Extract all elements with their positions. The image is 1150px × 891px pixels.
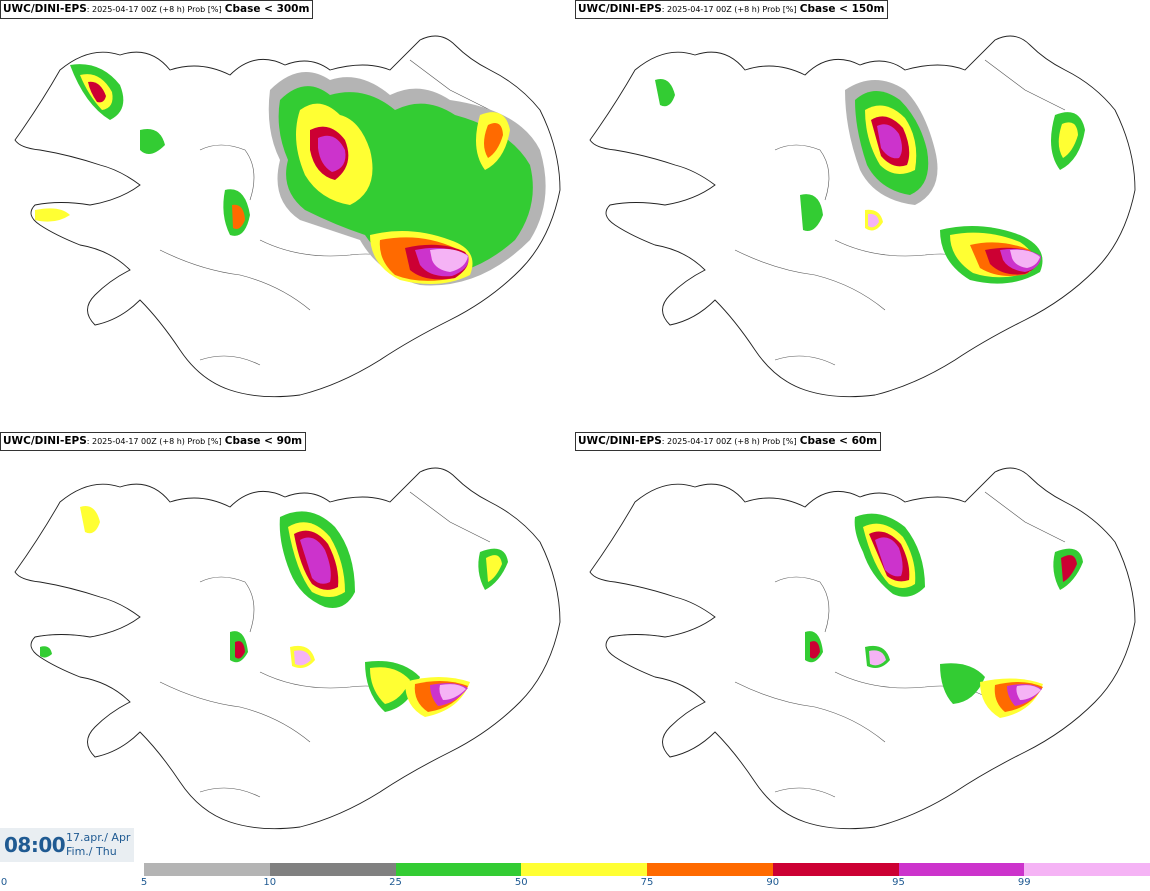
run-info: : 2025-04-17 00Z (+8 h) Prob [%]: [86, 5, 222, 14]
iceland-map: [589, 35, 1136, 398]
valid-time: 08:00: [4, 833, 66, 857]
colorbar-tick-label: 95: [892, 877, 905, 888]
threshold-label: Cbase < 300m: [224, 3, 310, 15]
probability-field: [655, 79, 1085, 284]
panel-title: UWC/DINI-EPS: 2025-04-17 00Z (+8 h) Prob…: [575, 0, 889, 19]
threshold-label: Cbase < 150m: [799, 3, 885, 15]
threshold-label: Cbase < 60m: [799, 435, 878, 447]
colorbar-tick-label: 99: [1017, 877, 1031, 888]
model-name: UWC/DINI-EPS: [3, 435, 87, 447]
colorbar-segment: [1024, 863, 1150, 876]
model-name: UWC/DINI-EPS: [3, 3, 87, 15]
map-panel-90m: UWC/DINI-EPS: 2025-04-17 00Z (+8 h) Prob…: [0, 432, 575, 860]
map-panel-60m: UWC/DINI-EPS: 2025-04-17 00Z (+8 h) Prob…: [575, 432, 1150, 860]
colorbar-tick-label: 10: [263, 877, 277, 888]
iceland-map: [14, 35, 561, 398]
panel-title: UWC/DINI-EPS: 2025-04-17 00Z (+8 h) Prob…: [0, 0, 314, 19]
probability-field: [805, 513, 1083, 718]
model-name: UWC/DINI-EPS: [578, 435, 662, 447]
colorbar-tick-label: 25: [389, 877, 402, 888]
colorbar-segment: [647, 863, 773, 876]
colorbar-tick-label: 75: [640, 877, 654, 888]
colorbar-segment: [269, 863, 396, 876]
iceland-map: [14, 467, 561, 830]
probability-field: [35, 64, 546, 286]
colorbar-segment: [898, 863, 1025, 876]
colorbar-segment: [144, 863, 270, 876]
probability-colorbar: [144, 863, 1150, 876]
map-panel-150m: UWC/DINI-EPS: 2025-04-17 00Z (+8 h) Prob…: [575, 0, 1150, 428]
date-line-2: Fim./ Thu: [66, 845, 117, 858]
iceland-map: [589, 467, 1136, 830]
map-panel-300m: UWC/DINI-EPS: 2025-04-17 00Z (+8 h) Prob…: [0, 0, 575, 428]
valid-date: 17.apr./ Apr Fim./ Thu: [66, 831, 130, 859]
threshold-label: Cbase < 90m: [224, 435, 303, 447]
run-info: : 2025-04-17 00Z (+8 h) Prob [%]: [661, 437, 797, 446]
probability-field: [40, 506, 508, 717]
colorbar-segment: [772, 863, 899, 876]
panel-title: UWC/DINI-EPS: 2025-04-17 00Z (+8 h) Prob…: [0, 432, 307, 451]
colorbar-tick-label: 0: [0, 877, 8, 888]
colorbar-tick-label: 50: [514, 877, 528, 888]
run-info: : 2025-04-17 00Z (+8 h) Prob [%]: [86, 437, 222, 446]
model-name: UWC/DINI-EPS: [578, 3, 662, 15]
colorbar-segment: [395, 863, 522, 876]
panel-title: UWC/DINI-EPS: 2025-04-17 00Z (+8 h) Prob…: [575, 432, 882, 451]
colorbar-tick-label: 5: [140, 877, 148, 888]
valid-time-box: 08:00 17.apr./ Apr Fim./ Thu: [0, 828, 134, 862]
date-line-1: 17.apr./ Apr: [66, 831, 131, 844]
colorbar-segment: [521, 863, 648, 876]
colorbar-tick-label: 90: [766, 877, 780, 888]
run-info: : 2025-04-17 00Z (+8 h) Prob [%]: [661, 5, 797, 14]
